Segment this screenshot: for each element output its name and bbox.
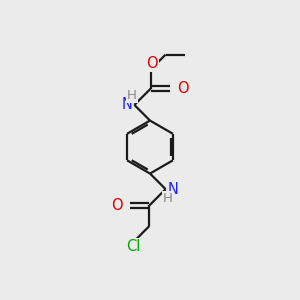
Text: N: N xyxy=(168,182,179,197)
Text: O: O xyxy=(177,81,189,96)
Text: Cl: Cl xyxy=(127,239,141,254)
Text: O: O xyxy=(146,56,158,70)
Text: O: O xyxy=(111,198,123,213)
Text: H: H xyxy=(163,192,173,205)
Text: N: N xyxy=(121,98,132,112)
Text: H: H xyxy=(127,89,137,102)
